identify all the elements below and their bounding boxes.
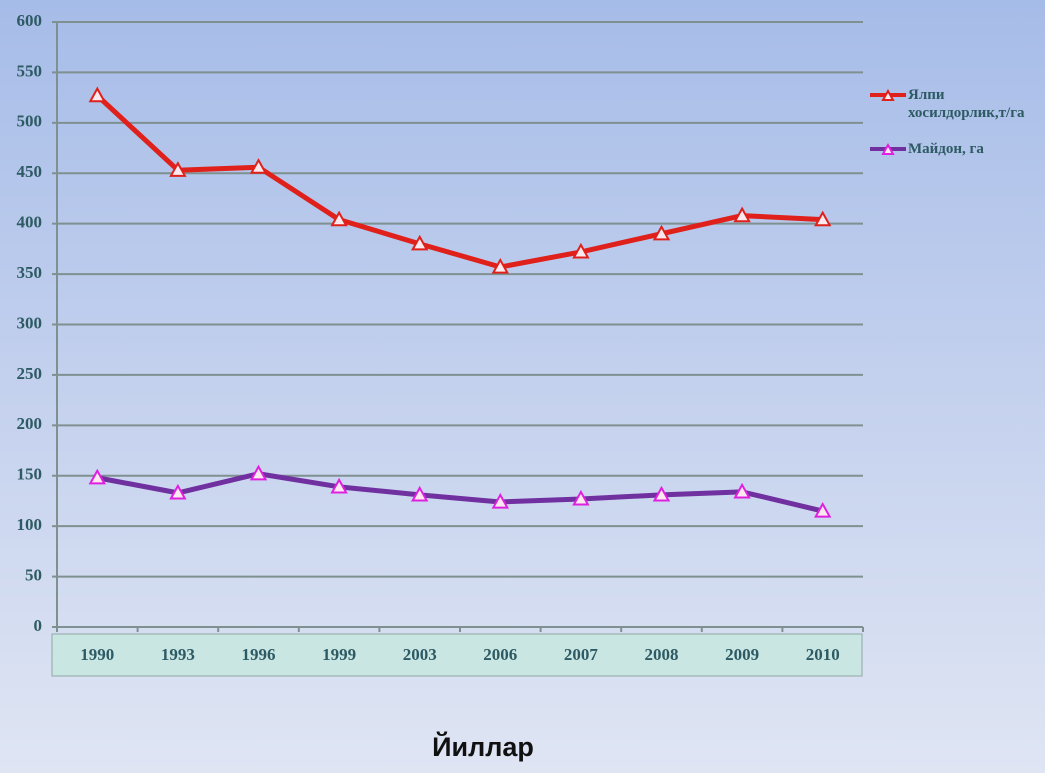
legend-swatch	[870, 88, 906, 101]
x-tick-label: 2008	[645, 645, 679, 664]
point-marker	[733, 206, 751, 223]
y-tick-label: 200	[17, 414, 43, 433]
y-tick-label: 450	[17, 162, 43, 181]
point-marker	[491, 257, 509, 274]
x-tick-label: 1996	[242, 645, 276, 664]
y-tick-label: 0	[34, 616, 43, 635]
point-marker	[411, 234, 429, 251]
x-label-box	[51, 633, 863, 677]
y-tick-label: 400	[17, 213, 43, 232]
point-marker	[411, 485, 429, 502]
y-tick-label: 300	[17, 313, 43, 332]
x-tick-label: 1990	[80, 645, 114, 664]
legend-marker	[881, 142, 895, 155]
y-tick-label: 150	[17, 465, 43, 484]
y-tick-label: 250	[17, 364, 43, 383]
series-line	[96, 471, 824, 514]
y-tick-label: 350	[17, 263, 43, 282]
x-tick-label: 2003	[403, 645, 437, 664]
point-marker	[330, 477, 348, 494]
point-marker	[169, 161, 187, 177]
point-marker	[169, 483, 187, 500]
legend-label: Майдон, га	[908, 141, 984, 157]
point-marker	[249, 464, 268, 481]
legend-marker	[881, 88, 895, 101]
point-marker	[733, 482, 751, 499]
x-tick-label: 2006	[483, 645, 517, 664]
x-tick-label: 1999	[322, 645, 356, 664]
point-marker	[330, 210, 348, 227]
legend-item: Ялпи хосилдорлик,т/га	[870, 86, 1045, 122]
y-tick-label: 550	[17, 61, 43, 80]
point-marker	[88, 86, 106, 103]
y-tick-label: 500	[17, 112, 43, 131]
legend-swatch	[870, 142, 906, 155]
x-tick-label: 1993	[161, 645, 195, 664]
x-tick-label: 2010	[806, 645, 840, 664]
point-marker	[249, 158, 268, 174]
point-marker	[814, 501, 832, 518]
y-tick-label: 100	[17, 515, 43, 534]
y-tick-label: 600	[17, 11, 43, 30]
legend-label: Ялпи хосилдорлик,т/га	[908, 87, 1025, 121]
x-tick-label: 2007	[564, 645, 599, 664]
legend-item: Майдон, га	[870, 140, 1045, 158]
point-marker	[652, 224, 671, 241]
point-marker	[491, 492, 509, 509]
series-line	[95, 93, 823, 270]
point-marker	[572, 489, 590, 506]
point-marker	[814, 210, 832, 227]
point-marker	[88, 468, 106, 485]
x-tick-label: 2009	[725, 645, 759, 664]
point-marker	[652, 485, 671, 502]
y-tick-label: 50	[25, 565, 42, 584]
point-marker	[572, 242, 590, 259]
x-axis-title: Йиллар	[432, 732, 534, 762]
